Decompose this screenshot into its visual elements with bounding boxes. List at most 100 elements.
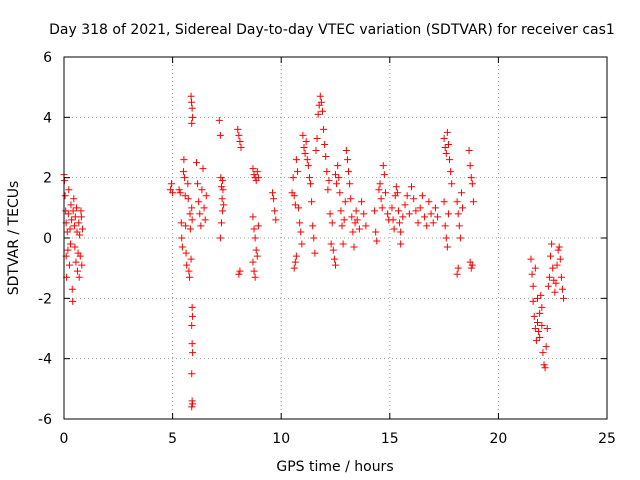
data-point (73, 204, 81, 212)
data-point (292, 252, 300, 260)
data-point (554, 246, 562, 254)
data-point (177, 219, 185, 227)
data-point (300, 144, 308, 151)
data-point (465, 147, 473, 155)
data-point (455, 222, 463, 230)
data-point (169, 189, 177, 197)
data-point (217, 174, 225, 182)
data-point (296, 219, 304, 227)
y-tick-label: -2 (38, 291, 52, 307)
data-point (251, 273, 259, 281)
data-point (75, 219, 83, 227)
data-point (531, 264, 539, 272)
data-point (188, 204, 196, 212)
x-tick-label: 15 (381, 431, 399, 447)
data-point (250, 225, 258, 233)
data-point (311, 249, 319, 257)
data-point (68, 285, 76, 293)
data-point (61, 192, 69, 200)
data-point (188, 216, 196, 224)
data-point (251, 234, 259, 242)
data-point (555, 243, 563, 251)
data-point (376, 180, 384, 188)
data-point (219, 207, 227, 215)
data-point (290, 192, 298, 200)
data-point (64, 210, 72, 218)
data-point (289, 174, 297, 182)
y-tick-label: -6 (38, 412, 52, 428)
data-point (540, 361, 548, 369)
data-point (355, 225, 363, 233)
data-point (440, 134, 448, 142)
data-point (201, 216, 209, 224)
data-point (310, 234, 318, 242)
data-point (545, 273, 553, 281)
data-point (541, 364, 549, 372)
data-point (316, 92, 324, 100)
data-point (291, 258, 299, 266)
x-tick-label: 10 (272, 431, 290, 447)
data-point (189, 349, 197, 357)
data-point (66, 225, 74, 233)
data-point (303, 156, 311, 164)
data-point (429, 219, 437, 227)
data-point (332, 261, 339, 269)
data-point (64, 246, 72, 254)
data-point (453, 198, 461, 206)
data-point (202, 192, 210, 200)
data-point (443, 128, 451, 136)
data-point (535, 328, 543, 336)
data-point (199, 165, 207, 173)
data-point (442, 234, 450, 242)
data-point (326, 210, 334, 218)
data-point (469, 198, 477, 206)
chart-title: Day 318 of 2021, Sidereal Day-to-day VTE… (49, 22, 615, 38)
data-point (338, 222, 346, 230)
data-point (348, 213, 356, 221)
data-point (182, 222, 190, 230)
data-point (271, 207, 279, 215)
data-point (236, 137, 244, 145)
data-point (536, 309, 544, 317)
data-point (217, 219, 225, 227)
data-point (454, 264, 462, 272)
data-point (307, 180, 315, 188)
y-tick-label: 2 (43, 171, 52, 187)
data-point (200, 204, 208, 212)
data-point (67, 240, 75, 248)
data-point (552, 279, 560, 287)
data-point (533, 294, 541, 302)
data-point (236, 267, 244, 275)
data-point (249, 213, 257, 221)
data-point (301, 150, 309, 158)
data-point (69, 207, 77, 215)
data-point (393, 189, 401, 197)
data-point (440, 198, 448, 206)
data-point (454, 210, 462, 218)
data-point (309, 222, 317, 230)
data-point (323, 168, 331, 176)
data-point (70, 222, 78, 230)
data-point (182, 249, 190, 257)
data-point (538, 303, 546, 311)
data-point (254, 222, 262, 230)
data-point (186, 225, 194, 233)
data-point (345, 168, 353, 176)
data-point (215, 116, 223, 124)
data-point (342, 147, 350, 155)
data-point (330, 255, 338, 263)
data-point (313, 134, 321, 142)
data-point (180, 156, 188, 164)
data-point (73, 267, 81, 275)
data-point (252, 246, 260, 254)
axis-ticks: 0 5 10 15 20 25 -6 -4 -2 0 2 4 6 (38, 50, 616, 447)
data-point (188, 303, 196, 311)
data-point (235, 270, 243, 278)
grid-lines (64, 57, 607, 419)
data-point (254, 174, 262, 182)
x-tick-label: 25 (598, 431, 616, 447)
y-axis-label: SDTVAR / TECUs (6, 181, 22, 296)
data-point (318, 107, 326, 115)
data-point (453, 270, 461, 278)
